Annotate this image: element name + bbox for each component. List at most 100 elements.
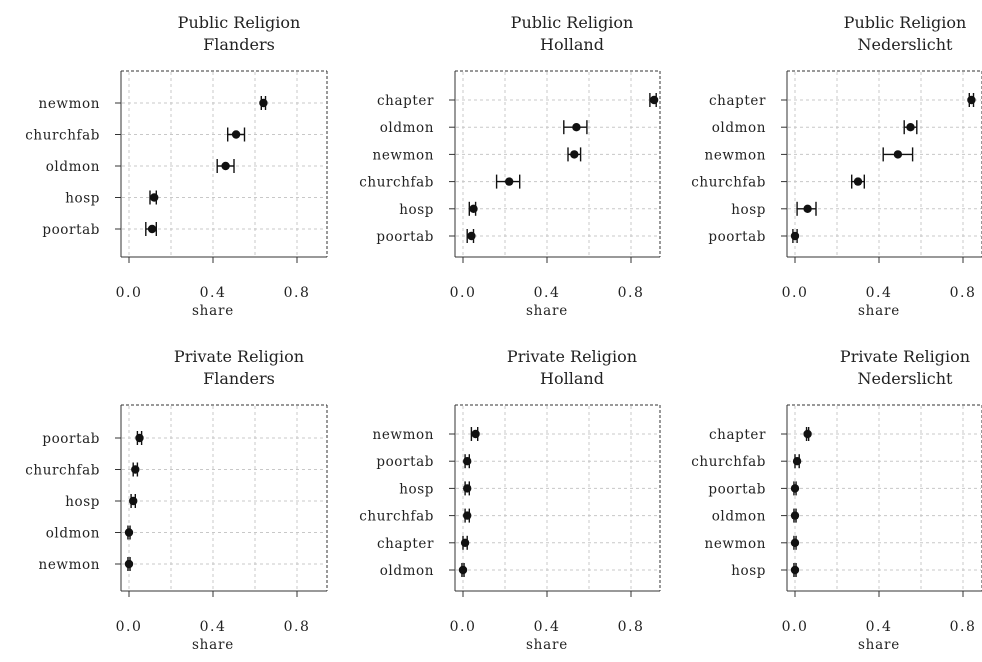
x-tick-label: 0.8 xyxy=(618,619,645,635)
panel-title-line: Public Religion xyxy=(844,13,967,32)
data-point xyxy=(790,231,800,241)
panel-6: Private Religion Nederslicht chapter church… xyxy=(691,347,982,653)
category-label: hosp xyxy=(65,494,100,510)
data-point xyxy=(460,538,470,547)
panel-4: Private Religion Flanders poortab churchfab… xyxy=(25,347,328,653)
data-point xyxy=(463,511,472,520)
category-label: poortab xyxy=(376,454,434,470)
data-point xyxy=(131,465,140,474)
panel-title-line: Flanders xyxy=(203,369,275,388)
data-point xyxy=(259,98,268,108)
x-tick-label: 0.4 xyxy=(534,285,561,301)
category-label: newmon xyxy=(39,96,100,112)
data-point xyxy=(893,150,903,159)
category-label: churchfab xyxy=(691,454,766,470)
panel-title-line: Private Religion xyxy=(840,347,970,366)
category-label: hosp xyxy=(731,202,766,218)
data-point xyxy=(790,511,800,520)
category-label: churchfab xyxy=(359,175,434,191)
category-label: chapter xyxy=(377,536,434,552)
data-point xyxy=(231,130,241,139)
category-label: oldmon xyxy=(380,120,434,136)
x-axis-label: share xyxy=(858,637,900,653)
data-point xyxy=(458,565,468,575)
x-tick-label: 0.0 xyxy=(116,619,143,635)
data-point xyxy=(221,161,230,171)
panel-title-line: Holland xyxy=(540,369,604,388)
category-label: hosp xyxy=(65,191,100,207)
category-label: newmon xyxy=(705,147,766,163)
panel-title-line: Private Religion xyxy=(507,347,637,366)
data-point xyxy=(572,123,581,132)
data-point xyxy=(505,177,514,186)
panel-title-line: Public Religion xyxy=(178,13,301,32)
x-tick-label: 0.0 xyxy=(450,285,477,301)
x-axis-label: share xyxy=(526,637,568,653)
data-point xyxy=(853,177,863,186)
data-point xyxy=(124,528,134,537)
x-axis-label: share xyxy=(192,303,234,319)
category-label: oldmon xyxy=(712,120,766,136)
panel-title-line: Private Religion xyxy=(174,347,304,366)
data-point xyxy=(967,95,976,105)
x-axis-label: share xyxy=(526,303,568,319)
data-point xyxy=(803,429,812,439)
category-label: churchfab xyxy=(691,175,766,191)
category-label: newmon xyxy=(705,536,766,552)
category-label: newmon xyxy=(39,557,100,573)
panel-3: Public Religion Nederslicht chapter oldmon n… xyxy=(691,13,982,319)
x-tick-label: 0.0 xyxy=(782,285,809,301)
panel-1: Public Religion Flanders newmon churchfab ol… xyxy=(25,13,328,319)
panel-title-line: Holland xyxy=(540,35,604,54)
category-label: churchfab xyxy=(25,463,100,479)
data-point xyxy=(790,565,800,575)
x-tick-label: 0.4 xyxy=(866,285,893,301)
panel-title-line: Flanders xyxy=(203,35,275,54)
x-axis-label: share xyxy=(858,303,900,319)
x-tick-label: 0.4 xyxy=(866,619,893,635)
data-point xyxy=(469,204,478,213)
panel-title-line: Nederslicht xyxy=(858,369,954,388)
category-label: poortab xyxy=(376,229,434,245)
category-label: oldmon xyxy=(380,563,434,579)
x-tick-label: 0.4 xyxy=(534,619,561,635)
data-point xyxy=(135,433,144,443)
data-point xyxy=(792,457,802,466)
x-tick-label: 0.0 xyxy=(116,285,143,301)
x-tick-label: 0.4 xyxy=(200,619,227,635)
data-point xyxy=(463,457,472,466)
category-label: newmon xyxy=(373,147,434,163)
category-label: oldmon xyxy=(46,526,100,542)
category-label: poortab xyxy=(708,481,766,497)
data-point xyxy=(570,150,579,159)
x-tick-label: 0.8 xyxy=(284,619,311,635)
category-label: poortab xyxy=(708,229,766,245)
category-label: hosp xyxy=(399,481,434,497)
data-point xyxy=(803,204,812,213)
data-point xyxy=(150,193,159,202)
x-tick-label: 0.8 xyxy=(950,619,977,635)
data-point xyxy=(790,538,800,547)
category-label: newmon xyxy=(373,427,434,443)
data-point xyxy=(124,559,134,569)
x-tick-label: 0.4 xyxy=(200,285,227,301)
data-point xyxy=(147,224,157,234)
data-point xyxy=(906,123,915,132)
category-label: hosp xyxy=(399,202,434,218)
panel-5: Private Religion Holland newmon poortab hosp… xyxy=(359,347,661,653)
category-label: poortab xyxy=(42,222,100,238)
category-label: oldmon xyxy=(46,159,100,175)
category-label: poortab xyxy=(42,431,100,447)
data-point xyxy=(790,484,800,493)
panel-2: Public Religion Holland chapter oldmon newmo… xyxy=(359,13,661,319)
panel-title-line: Public Religion xyxy=(511,13,634,32)
x-tick-label: 0.8 xyxy=(618,285,645,301)
data-point xyxy=(467,231,476,241)
x-tick-label: 0.8 xyxy=(950,285,977,301)
data-point xyxy=(649,95,659,105)
x-tick-label: 0.0 xyxy=(782,619,809,635)
data-point xyxy=(463,484,472,493)
panel-title-line: Nederslicht xyxy=(858,35,954,54)
